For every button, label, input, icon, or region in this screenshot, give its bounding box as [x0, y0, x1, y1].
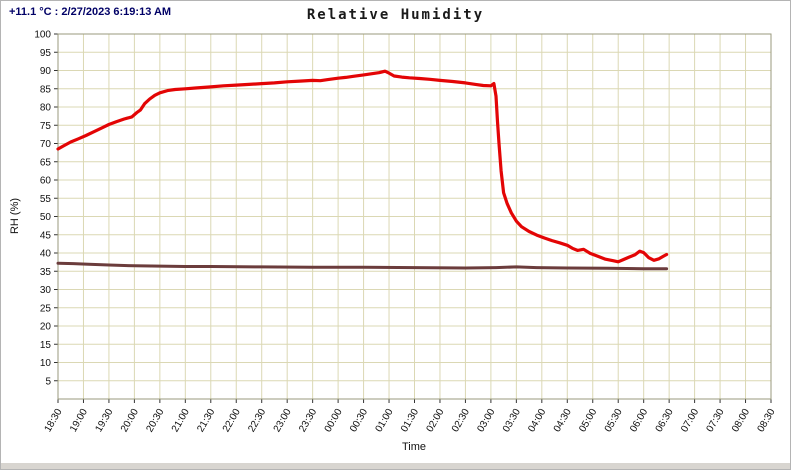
- svg-text:80: 80: [40, 103, 52, 114]
- svg-text:20:00: 20:00: [119, 407, 141, 435]
- svg-text:70: 70: [40, 139, 52, 150]
- svg-text:20: 20: [40, 322, 52, 333]
- svg-text:05:00: 05:00: [577, 407, 599, 435]
- svg-text:10: 10: [40, 358, 52, 369]
- svg-text:01:00: 01:00: [374, 407, 396, 435]
- svg-text:25: 25: [40, 303, 52, 314]
- svg-text:05:30: 05:30: [603, 407, 625, 435]
- svg-text:35: 35: [40, 267, 52, 278]
- y-axis-label: RH (%): [9, 197, 21, 235]
- svg-text:19:30: 19:30: [93, 407, 115, 435]
- window-bottom-edge: [1, 463, 790, 469]
- svg-text:55: 55: [40, 194, 52, 205]
- svg-text:07:00: 07:00: [679, 407, 701, 435]
- svg-text:5: 5: [45, 376, 51, 387]
- svg-text:21:30: 21:30: [195, 407, 217, 435]
- svg-text:02:30: 02:30: [450, 407, 472, 435]
- svg-text:30: 30: [40, 285, 52, 296]
- svg-text:03:00: 03:00: [475, 407, 497, 435]
- svg-text:95: 95: [40, 48, 52, 59]
- x-axis-label: Time: [401, 441, 427, 453]
- svg-text:45: 45: [40, 230, 52, 241]
- svg-text:06:00: 06:00: [628, 407, 650, 435]
- svg-text:00:30: 00:30: [348, 407, 370, 435]
- svg-text:08:30: 08:30: [756, 407, 778, 435]
- svg-text:90: 90: [40, 66, 52, 77]
- svg-text:06:30: 06:30: [654, 407, 676, 435]
- temperature-timestamp-readout: +11.1 °C : 2/27/2023 6:19:13 AM: [9, 6, 172, 18]
- svg-text:60: 60: [40, 176, 52, 187]
- svg-text:07:30: 07:30: [705, 407, 727, 435]
- svg-text:19:00: 19:00: [68, 407, 90, 435]
- svg-text:03:30: 03:30: [501, 407, 523, 435]
- svg-text:08:00: 08:00: [730, 407, 752, 435]
- svg-text:75: 75: [40, 121, 52, 132]
- svg-text:18:30: 18:30: [43, 407, 65, 435]
- svg-text:85: 85: [40, 84, 52, 95]
- svg-text:23:30: 23:30: [297, 407, 319, 435]
- chart-title: Relative Humidity: [306, 7, 485, 23]
- svg-text:00:00: 00:00: [323, 407, 345, 435]
- svg-text:15: 15: [40, 340, 52, 351]
- svg-text:01:30: 01:30: [399, 407, 421, 435]
- svg-text:65: 65: [40, 157, 52, 168]
- svg-text:21:00: 21:00: [170, 407, 192, 435]
- svg-text:50: 50: [40, 212, 52, 223]
- svg-text:04:30: 04:30: [552, 407, 574, 435]
- svg-text:23:00: 23:00: [272, 407, 294, 435]
- svg-text:40: 40: [40, 249, 52, 260]
- svg-text:100: 100: [34, 30, 51, 41]
- svg-text:02:00: 02:00: [425, 407, 447, 435]
- svg-text:20:30: 20:30: [144, 407, 166, 435]
- svg-text:04:00: 04:00: [526, 407, 548, 435]
- svg-text:22:30: 22:30: [246, 407, 268, 435]
- svg-text:22:00: 22:00: [221, 407, 243, 435]
